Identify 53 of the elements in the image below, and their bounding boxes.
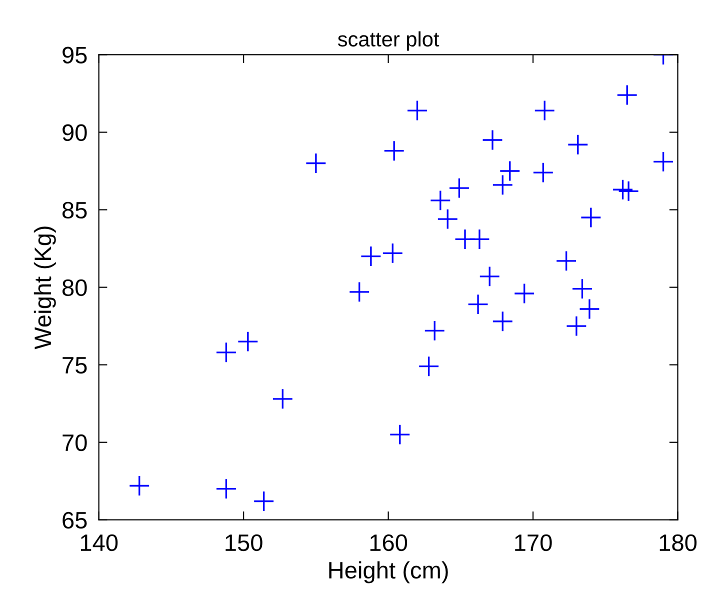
point — [532, 162, 554, 184]
point — [612, 179, 634, 200]
x-tick-label: 140 — [80, 534, 118, 552]
x-tick-label: 180 — [660, 534, 697, 552]
point — [448, 177, 470, 199]
y-tick-label: 95 — [62, 46, 87, 64]
point — [652, 151, 674, 172]
y-tick-label: 80 — [62, 279, 87, 296]
point — [482, 129, 504, 151]
point — [430, 190, 451, 212]
point — [389, 424, 410, 446]
point — [237, 330, 258, 352]
point — [580, 206, 602, 228]
point — [382, 242, 404, 264]
point — [305, 152, 326, 174]
point — [578, 298, 600, 320]
point — [216, 478, 237, 500]
point — [128, 475, 150, 496]
point — [618, 180, 640, 202]
x-tick-label: 170 — [515, 534, 552, 552]
point — [492, 174, 514, 196]
point — [360, 246, 382, 267]
point — [514, 282, 535, 304]
point — [406, 100, 428, 122]
point — [272, 388, 294, 410]
chart-title: scatter plot — [338, 31, 440, 51]
point — [572, 278, 593, 300]
point — [567, 134, 588, 156]
y-tick-label: 65 — [62, 512, 87, 529]
point — [437, 208, 458, 230]
point — [566, 315, 588, 337]
point — [348, 281, 370, 302]
point — [468, 228, 490, 250]
point — [384, 140, 405, 162]
point — [479, 266, 500, 287]
point — [492, 310, 514, 332]
y-tick-label: 90 — [62, 124, 87, 142]
y-tick-label: 85 — [62, 202, 87, 219]
point — [534, 100, 556, 122]
y-tick-label: 75 — [62, 357, 87, 374]
y-axis-title: Weight (Kg) — [34, 226, 56, 350]
point — [424, 320, 446, 342]
point — [556, 250, 577, 272]
x-axis-title: Height (cm) — [329, 561, 448, 584]
x-tick-label: 160 — [370, 534, 408, 552]
y-tick-label: 70 — [62, 434, 87, 452]
point — [467, 294, 489, 315]
point — [253, 490, 274, 512]
point — [418, 356, 440, 377]
point — [499, 160, 520, 182]
x-tick-label: 150 — [226, 534, 262, 552]
point — [616, 84, 638, 106]
point — [216, 342, 237, 363]
